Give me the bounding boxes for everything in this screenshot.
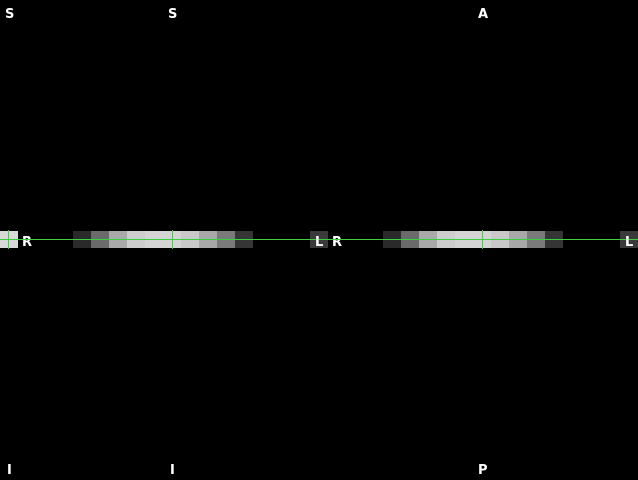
viewport-left[interactable]: S I bbox=[0, 0, 18, 480]
orientation-label-top: A bbox=[478, 7, 489, 22]
crosshair-vertical[interactable] bbox=[8, 230, 9, 249]
crosshair-horizontal[interactable] bbox=[18, 239, 328, 240]
orientation-label-bottom: I bbox=[170, 463, 175, 478]
viewport-axial[interactable]: A R L P bbox=[328, 0, 638, 480]
orientation-label-right: L bbox=[625, 235, 634, 250]
crosshair-horizontal[interactable] bbox=[328, 239, 638, 240]
orientation-label-top: S bbox=[5, 7, 15, 22]
orientation-label-left: R bbox=[332, 235, 343, 250]
crosshair-vertical[interactable] bbox=[482, 230, 483, 249]
orientation-label-top: S bbox=[168, 7, 178, 22]
crosshair-vertical[interactable] bbox=[172, 230, 173, 249]
viewport-coronal[interactable]: S R L I bbox=[18, 0, 328, 480]
orientation-label-left: R bbox=[22, 235, 33, 250]
orientation-label-right: L bbox=[315, 235, 324, 250]
crosshair-horizontal[interactable] bbox=[0, 239, 18, 240]
orientation-label-bottom: P bbox=[478, 463, 488, 478]
orientation-label-bottom: I bbox=[7, 463, 12, 478]
